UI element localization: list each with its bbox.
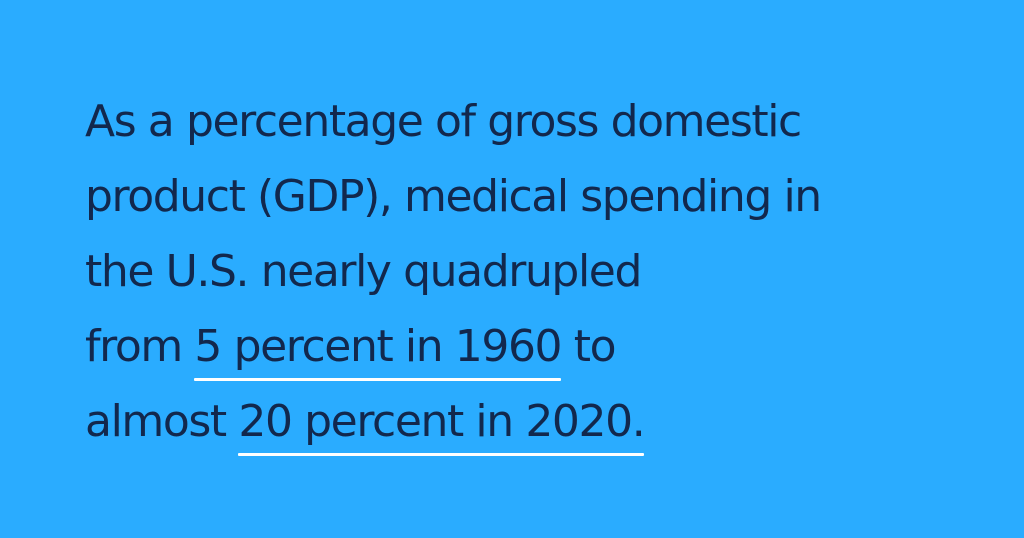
quote-line-4-suffix: to bbox=[561, 321, 617, 372]
highlight-2020-value: 20 percent in 2020. bbox=[238, 384, 646, 459]
highlight-1960-value: 5 percent in 1960 bbox=[194, 309, 563, 384]
quote-text: As a percentage of gross domestic produc… bbox=[85, 84, 822, 459]
quote-line-4-prefix: from bbox=[85, 321, 195, 372]
quote-line-5: almost 20 percent in 2020. bbox=[85, 384, 821, 459]
quote-line-1: As a percentage of gross domestic bbox=[85, 96, 802, 147]
quote-line-3: the U.S. nearly quadrupled bbox=[85, 246, 642, 297]
quote-line-5-prefix: almost bbox=[85, 396, 239, 447]
quote-line-4: from 5 percent in 1960 to bbox=[85, 309, 821, 384]
quote-line-2: product (GDP), medical spending in bbox=[85, 171, 822, 222]
